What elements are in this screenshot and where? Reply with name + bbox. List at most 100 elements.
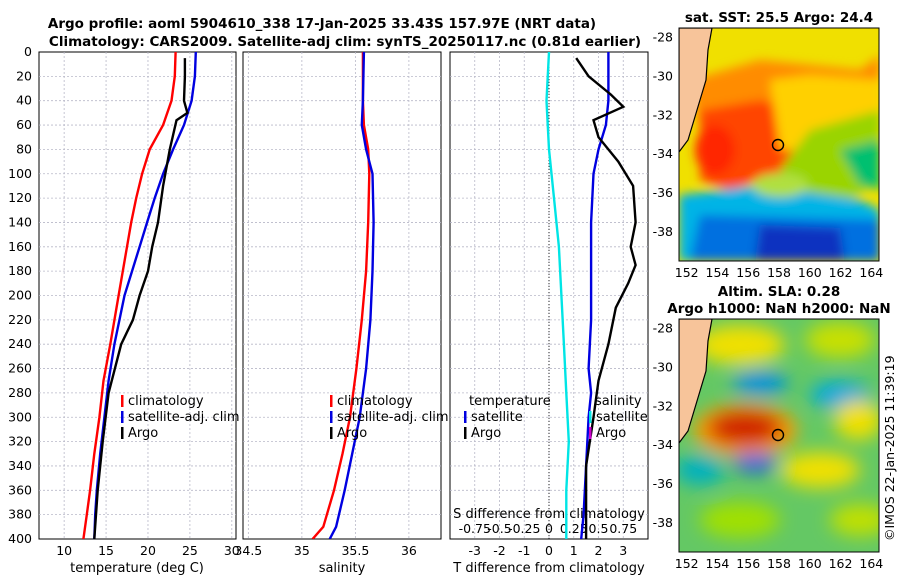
sla-lon-tick: 164 [859,556,883,571]
temperature-climatology-line [82,52,177,539]
depth-tick-label: 0 [24,44,32,59]
depth-tick-labels: 0 20 40 60 80 100 120 140 160 180 200 220 240 260 280 3… [8,44,32,546]
sla-lon-tick: 158 [767,556,791,571]
depth-tick-label: 200 [8,288,32,303]
legend-header-temperature: temperature [469,394,551,409]
depth-tick-label: 140 [8,214,32,229]
sst-lat-tick: -28 [653,30,673,45]
t-difference-tick-label: -2 [493,543,505,558]
salinity-tick-label: 35 [294,543,310,558]
salinity-tick-labels: 34.5 35 35.5 36 [234,543,416,558]
sla-lat-tick: -32 [653,398,673,413]
salinity-tick-label: 35.5 [341,543,369,558]
t-difference-tick-label: -3 [469,543,481,558]
salinity-grid [243,52,441,539]
sst-lon-tick: 154 [706,265,730,280]
sla-argo-marker [771,428,785,442]
temperature-tick-label: 10 [56,543,72,558]
salinity-legend: climatology satellite-adj. clim Argo [330,394,449,441]
depth-tick-label: 400 [8,531,32,546]
depth-tick-label: 240 [8,336,32,351]
sla-lon-tick: 162 [829,556,853,571]
depth-tick-label: 360 [8,482,32,497]
t-difference-tick-label: 3 [619,543,627,558]
sla-map-title-2: Argo h1000: NaN h2000: NaN [667,301,890,317]
s-difference-tick-labels: -0.75-0.5-0.25 0 0.25 0.5 0.75 [459,521,638,536]
sla-lat-tick: -28 [653,321,673,336]
legend-swatch-climatology [330,395,333,407]
salinity-xlabel: salinity [319,561,366,576]
legend-label: climatology [128,394,204,409]
temperature-tick-label: 30 [224,543,240,558]
sst-lat-tick: -36 [653,185,673,200]
sst-lon-tick-labels: 152 154 156 158 160 162 164 [675,265,884,280]
main-title-line2: Climatology: CARS2009. Satellite-adj cli… [49,34,641,50]
sst-lat-tick: -30 [653,69,673,84]
legend-label: satellite-adj. clim [128,410,240,425]
sla-lat-tick: -38 [653,515,673,530]
legend-swatch-s-argo [589,427,592,439]
s-difference-tick-label: -0.5 [487,521,511,536]
salinity-climatology-line [311,52,371,539]
s-difference-tick-label: 0 [545,521,553,536]
legend-label: Argo [128,426,158,441]
sla-lat-tick-labels: -28 -30 -32 -34 -36 -38 [653,321,673,530]
sst-lon-tick: 158 [767,265,791,280]
temperature-tick-label: 25 [182,543,198,558]
t-difference-tick-label: 1 [570,543,578,558]
depth-tick-label: 20 [16,68,32,83]
sst-lon-tick: 156 [736,265,760,280]
sst-lat-tick: -34 [653,146,673,161]
legend-label: satellite [596,410,648,425]
legend-swatch-argo [330,427,333,439]
sst-lat-tick: -38 [653,224,673,239]
salinity-satellite-line [328,52,375,539]
legend-label: satellite [471,410,523,425]
depth-tick-label: 340 [8,458,32,473]
depth-tick-label: 320 [8,434,32,449]
s-difference-satellite-line [545,52,571,539]
s-difference-tick-label: 0.75 [609,521,637,536]
sla-lon-tick: 152 [675,556,699,571]
s-difference-tick-label: -0.75 [459,521,491,536]
sst-lon-tick: 162 [829,265,853,280]
sla-lat-tick: -30 [653,360,673,375]
t-difference-tick-label: 2 [595,543,603,558]
sla-map [679,319,879,552]
s-difference-tick-label: -0.25 [508,521,540,536]
copyright-label: ©IMOS 22-Jan-2025 11:39:19 [882,355,897,541]
depth-tick-label: 220 [8,312,32,327]
legend-swatch-s-satellite [589,411,592,423]
sla-map-frame [678,318,880,553]
s-difference-xlabel: S difference from climatology [453,507,645,522]
depth-tick-label: 380 [8,507,32,522]
legend-label: Argo [337,426,367,441]
depth-tick-label: 160 [8,239,32,254]
t-difference-tick-label: -1 [518,543,530,558]
salinity-tick-label: 36 [401,543,417,558]
legend-swatch-t-argo [464,427,467,439]
temperature-grid [39,52,236,539]
sst-map-frame [678,27,880,262]
sla-lon-tick: 154 [706,556,730,571]
sla-lon-tick-labels: 152 154 156 158 160 162 164 [675,556,884,571]
sst-map-title: sat. SST: 25.5 Argo: 24.4 [685,10,873,26]
t-difference-argo-line [575,57,637,539]
temperature-tick-labels: 10 15 20 25 30 [56,543,240,558]
sst-lat-tick-labels: -28 -30 -32 -34 -36 -38 [653,30,673,239]
legend-label: climatology [337,394,413,409]
difference-legend: temperature satellite Argo salinity sate… [464,394,648,441]
main-title-line1: Argo profile: aoml 5904610_338 17-Jan-20… [48,16,596,32]
legend-label: Argo [471,426,501,441]
legend-swatch-satellite [121,411,124,423]
depth-tick-label: 260 [8,361,32,376]
salinity-tick-label: 34.5 [234,543,262,558]
legend-header-salinity: salinity [595,394,642,409]
depth-tick-label: 180 [8,263,32,278]
legend-swatch-t-satellite [464,411,467,423]
sla-lat-tick: -36 [653,476,673,491]
sla-lat-tick: -34 [653,437,673,452]
depth-tick-label: 280 [8,385,32,400]
t-difference-tick-label: 0 [545,543,553,558]
temperature-argo-line [93,58,189,539]
